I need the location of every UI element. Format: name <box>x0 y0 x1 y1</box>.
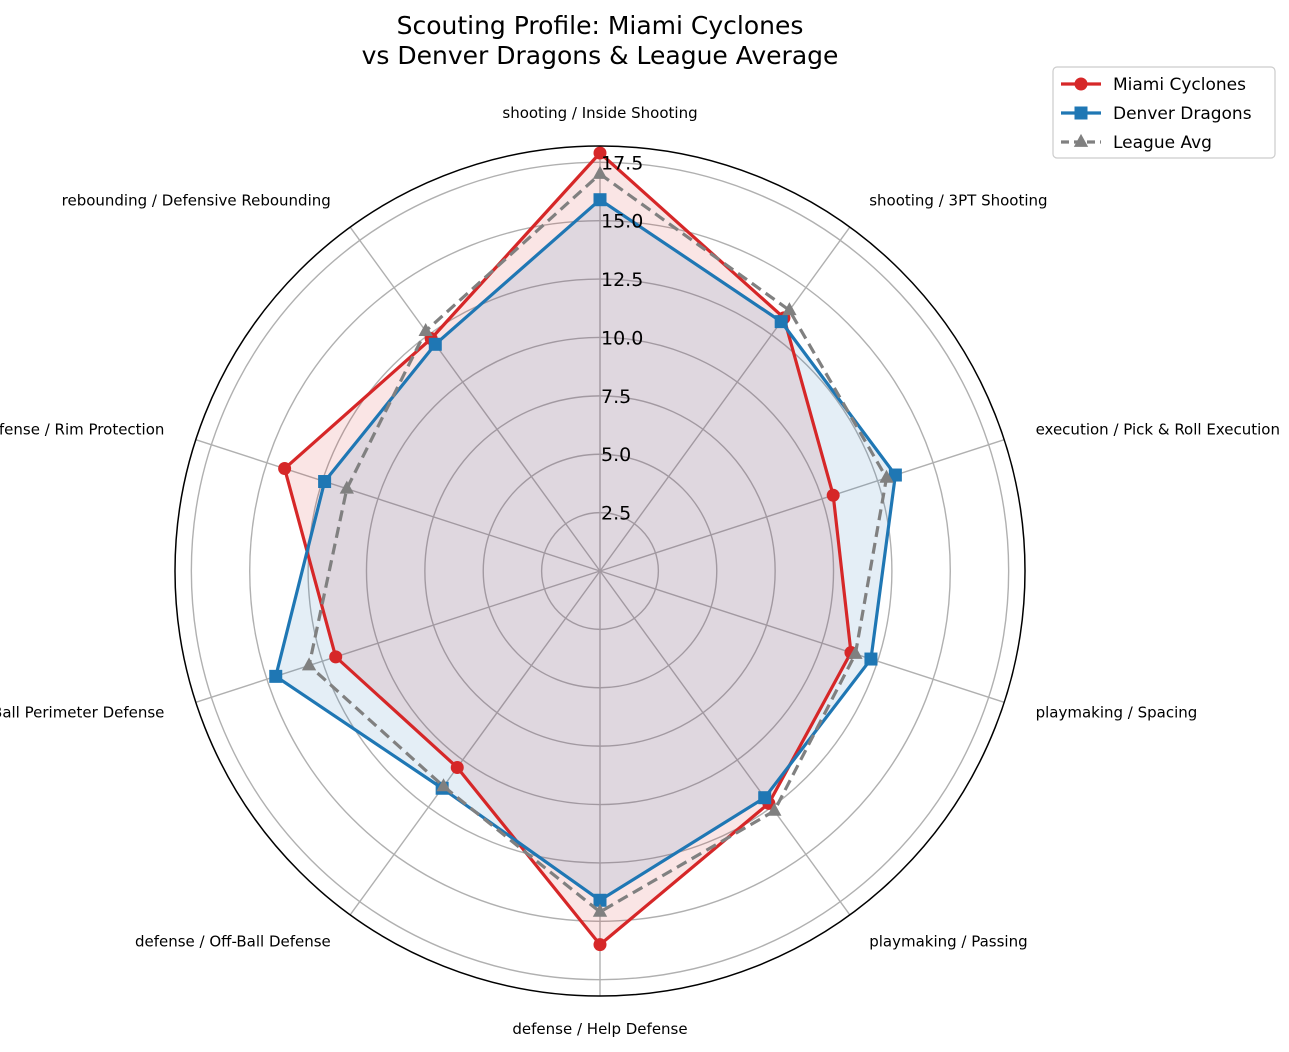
r-tick-label: 2.5 <box>601 503 631 525</box>
data-point-2-5 <box>592 903 608 917</box>
legend-label-2: League Avg <box>1113 133 1212 153</box>
category-label: defense / Off-Ball Defense <box>135 933 331 951</box>
legend-box <box>1052 66 1276 159</box>
data-point-2-1 <box>782 302 797 316</box>
category-label: shooting / Inside Shooting <box>502 104 697 122</box>
category-label: execution / Pick & Roll Execution <box>1036 420 1280 438</box>
polar-frame <box>174 145 1026 997</box>
r-tick-label: 7.5 <box>601 386 631 408</box>
legend-marker-2 <box>1073 133 1089 147</box>
category-label: shooting / 3PT Shooting <box>869 191 1047 209</box>
r-tick-label: 15.0 <box>601 211 643 233</box>
data-point-2-4 <box>767 802 782 816</box>
data-point-0-6 <box>450 760 464 774</box>
r-tick-label: 5.0 <box>601 444 631 466</box>
data-point-1-5 <box>593 893 607 907</box>
category-label: rebounding / Defensive Rebounding <box>62 191 331 209</box>
category-label: playmaking / Passing <box>869 933 1027 951</box>
data-point-0-5 <box>593 938 607 952</box>
data-point-1-8 <box>318 475 332 489</box>
chart-title-line-1: Scouting Profile: Miami Cyclones <box>397 11 804 40</box>
data-point-1-9 <box>428 337 442 351</box>
data-point-1-0 <box>593 193 607 207</box>
legend-label-1: Denver Dragons <box>1113 104 1252 124</box>
series-fill-0 <box>284 153 851 945</box>
spoke-gridline <box>349 570 601 916</box>
category-label: playmaking / Spacing <box>1036 704 1198 722</box>
data-point-2-7 <box>301 657 317 671</box>
r-tick-label: 12.5 <box>601 269 643 291</box>
legend-label-0: Miami Cyclones <box>1113 75 1246 95</box>
data-point-0-0 <box>593 146 607 160</box>
data-point-2-0 <box>592 165 608 179</box>
data-point-2-8 <box>339 480 354 494</box>
data-point-0-7 <box>329 650 343 664</box>
legend-marker-1 <box>1074 106 1088 120</box>
data-point-1-3 <box>864 652 878 666</box>
spoke-gridline <box>349 226 601 572</box>
spoke-gridline <box>599 226 851 572</box>
r-tick-label: 17.5 <box>601 152 643 174</box>
spoke-gridline <box>195 570 601 703</box>
spoke-gridline <box>599 439 1005 572</box>
spoke-gridline <box>599 570 1005 703</box>
r-tick-label: 10.0 <box>601 327 643 349</box>
data-point-1-2 <box>888 468 902 482</box>
data-point-2-9 <box>418 322 433 336</box>
spoke-gridline <box>599 570 851 916</box>
category-label: defense / On-Ball Perimeter Defense <box>0 704 164 722</box>
legend-marker-0 <box>1074 77 1088 91</box>
series-fill-1 <box>275 199 896 901</box>
data-point-1-4 <box>758 791 772 805</box>
spoke-gridline <box>195 439 601 572</box>
data-point-0-8 <box>278 462 292 476</box>
category-label: defense / Help Defense <box>512 1020 687 1038</box>
series-line-2 <box>307 172 889 914</box>
data-point-2-6 <box>436 778 451 792</box>
data-point-2-3 <box>848 645 863 659</box>
data-point-0-2 <box>826 488 840 502</box>
data-point-1-1 <box>774 315 788 329</box>
category-label: defense / Rim Protection <box>0 420 164 438</box>
data-point-2-2 <box>879 469 894 483</box>
data-point-1-7 <box>269 669 283 683</box>
chart-title-line-2: vs Denver Dragons & League Average <box>362 41 839 70</box>
